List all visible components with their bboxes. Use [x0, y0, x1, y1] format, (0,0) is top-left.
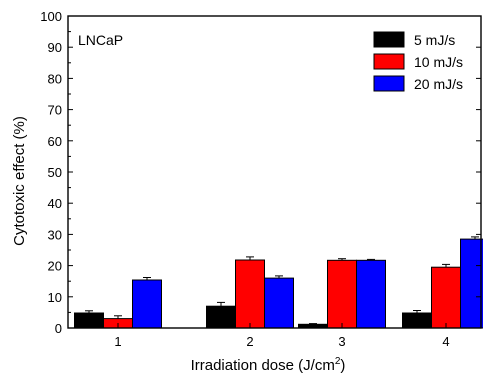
x-axis-title: Irradiation dose (J/cm2) — [191, 356, 346, 374]
legend-label-0: 5 mJ/s — [414, 32, 455, 48]
y-tick-label-90: 90 — [48, 40, 62, 55]
y-tick-label-80: 80 — [48, 71, 62, 86]
x-tick-label-4: 4 — [442, 334, 449, 349]
legend-label-2: 20 mJ/s — [414, 76, 463, 92]
legend: 5 mJ/s 10 mJ/s 20 mJ/s — [373, 31, 463, 92]
y-tick-label-20: 20 — [48, 259, 62, 274]
y-tick-label-30: 30 — [48, 227, 62, 242]
y-tick-label-60: 60 — [48, 134, 62, 149]
x-tick-label-2: 2 — [246, 334, 253, 349]
legend-swatch-2 — [373, 75, 405, 92]
legend-swatch-0 — [373, 31, 405, 48]
bar-10-mj-s-dose-2 — [235, 259, 265, 329]
bar-5-mj-s-dose-2 — [206, 305, 236, 329]
legend-label-1: 10 mJ/s — [414, 54, 463, 70]
ticks-layer: 0 10 20 30 40 50 60 70 80 90 100 1 2 3 4 — [40, 9, 481, 349]
y-tick-label-50: 50 — [48, 165, 62, 180]
bar-5-mj-s-dose-1 — [74, 312, 104, 329]
y-axis-title: Cytotoxic effect (%) — [11, 116, 28, 246]
x-axis-title-main: Irradiation dose (J/cm — [191, 357, 335, 374]
y-tick-label-70: 70 — [48, 103, 62, 118]
y-tick-label-100: 100 — [40, 9, 62, 24]
bar-10-mj-s-dose-4 — [431, 266, 461, 329]
x-axis-title-superscript: 2 — [335, 356, 341, 367]
bars-layer — [74, 238, 483, 329]
chart-annotation: LNCaP — [78, 32, 123, 48]
x-axis-title-end: ) — [340, 357, 345, 374]
y-tick-label-10: 10 — [48, 290, 62, 305]
y-tick-label-0: 0 — [55, 321, 62, 336]
x-tick-label-3: 3 — [338, 334, 345, 349]
error-bars-layer — [85, 236, 479, 325]
bar-20-mj-s-dose-2 — [264, 277, 294, 329]
bar-20-mj-s-dose-1 — [132, 279, 162, 329]
bar-20-mj-s-dose-4 — [460, 238, 483, 329]
y-tick-label-40: 40 — [48, 196, 62, 211]
legend-swatch-1 — [373, 53, 405, 70]
bar-5-mj-s-dose-4 — [402, 312, 432, 329]
bar-20-mj-s-dose-3 — [356, 259, 386, 329]
x-tick-label-1: 1 — [114, 334, 121, 349]
bar-10-mj-s-dose-3 — [327, 259, 357, 329]
